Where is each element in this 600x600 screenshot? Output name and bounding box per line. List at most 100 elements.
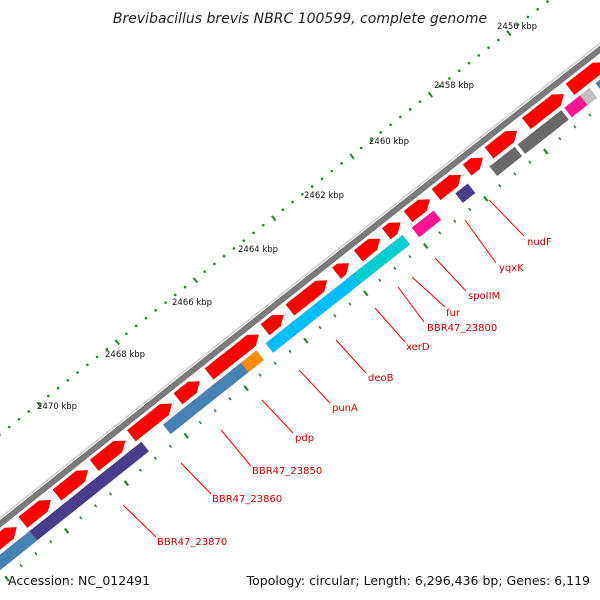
minor-tick-dot <box>261 223 265 227</box>
forward-gene-12 <box>381 222 401 240</box>
minor-tick-dot <box>56 386 60 390</box>
leader-nudF <box>488 199 525 237</box>
minor-tick-dot <box>105 347 109 351</box>
minor-tick-dot <box>477 54 481 57</box>
minor-tick-dot <box>281 208 285 212</box>
inner-tick <box>303 337 309 344</box>
forward-gene-1 <box>0 526 18 551</box>
forward-gene-17 <box>521 93 565 130</box>
minor-tick-dot <box>497 38 500 42</box>
tick-label-2466: 2466 kbp <box>172 298 212 308</box>
forward-gene-11 <box>353 238 381 262</box>
forward-gene-10 <box>331 262 350 280</box>
minor-tick-dot <box>546 0 549 3</box>
minor-tick-dot <box>222 254 226 258</box>
inner-tick <box>228 397 232 401</box>
leader-BBR47_23860 <box>180 462 212 495</box>
major-tick <box>271 215 277 222</box>
reverse-gene-9 <box>411 210 442 238</box>
map-title: Brevibacillus brevis NBRC 100599, comple… <box>113 11 487 27</box>
inner-tick <box>198 420 202 425</box>
major-tick <box>36 401 42 408</box>
reverse-gene-4 <box>162 362 249 435</box>
minor-tick-dot <box>467 61 471 65</box>
forward-gene-3 <box>52 469 89 501</box>
reverse-gene-14 <box>579 87 598 106</box>
leader-BBR47_23850 <box>220 429 252 467</box>
inner-tick-track <box>4 113 592 582</box>
reverse-gene-2 <box>29 441 150 541</box>
tick-label-2470: 2470 kbp <box>37 402 77 412</box>
minor-tick-dot <box>232 247 236 250</box>
inner-tick <box>19 563 23 568</box>
minor-tick-dot <box>76 371 79 374</box>
gene-label-BBR47_23870: BBR47_23870 <box>157 537 227 548</box>
gene-label-yqxK: yqxK <box>499 263 524 274</box>
minor-tick-dot <box>86 363 89 367</box>
minor-tick-dot <box>369 138 373 142</box>
minor-tick-dot <box>301 192 304 196</box>
reverse-gene-8 <box>352 234 411 285</box>
inner-tick <box>153 456 157 460</box>
major-tick <box>506 30 512 37</box>
minor-tick-dot <box>399 115 402 119</box>
inner-tick <box>288 349 292 353</box>
genome-summary-text: Topology: circular; Length: 6,296,436 bp… <box>246 573 590 588</box>
major-tick <box>114 339 120 346</box>
gene-label-nudF: nudF <box>527 237 552 248</box>
minor-tick-dot <box>66 379 70 382</box>
tick-label-2462: 2462 kbp <box>304 191 344 201</box>
minor-tick-dot <box>340 162 343 165</box>
inner-tick <box>63 527 70 534</box>
minor-tick-dot <box>408 108 412 111</box>
gene-label-BBR47_23800: BBR47_23800 <box>427 323 497 334</box>
minor-tick-dot <box>203 270 206 273</box>
inner-tick <box>588 113 592 117</box>
accession-text: Accession: NC_012491 <box>8 573 151 588</box>
minor-tick-dot <box>487 46 490 50</box>
minor-tick-dot <box>164 301 167 304</box>
inner-tick <box>573 125 577 129</box>
minor-tick-dot <box>125 332 128 335</box>
gene-label-BBR47_23860: BBR47_23860 <box>212 494 282 505</box>
inner-tick <box>513 172 517 176</box>
minor-tick-dot <box>291 200 294 204</box>
minor-tick-dot <box>536 7 539 11</box>
inner-tick <box>79 516 83 520</box>
inner-tick <box>123 480 130 487</box>
minor-tick-dot <box>310 185 314 188</box>
gene-labels: nudF yqxK spoIIM fur BBR47_23800 xerD de… <box>157 237 552 548</box>
major-tick <box>427 91 434 98</box>
major-tick <box>192 277 199 284</box>
inner-tick <box>483 195 489 202</box>
leader-spoIIM <box>434 257 467 292</box>
minor-tick-dot <box>379 131 383 134</box>
inner-tick <box>363 290 369 297</box>
leader-pdp <box>261 399 294 434</box>
minor-tick-dot <box>46 394 50 398</box>
inner-tick <box>49 539 53 544</box>
gene-label-spoIIM: spoIIM <box>468 291 500 302</box>
minor-tick-dot <box>457 69 461 73</box>
forward-gene-18 <box>565 62 600 96</box>
tick-label-2460: 2460 kbp <box>369 137 409 147</box>
leader-fur <box>411 276 446 308</box>
inner-tick <box>243 385 249 392</box>
forward-gene-13 <box>403 199 431 223</box>
inner-tick <box>273 361 277 365</box>
reverse-gene-12 <box>517 109 570 155</box>
inner-tick <box>408 254 412 259</box>
inner-tick <box>213 408 217 413</box>
gene-label-fur: fur <box>446 308 461 319</box>
minor-tick-dot <box>0 433 1 437</box>
inner-tick <box>138 468 143 472</box>
minor-tick-dot <box>95 355 99 359</box>
inner-tick <box>438 231 442 235</box>
inner-tick <box>498 184 502 188</box>
minor-tick-dot <box>183 285 187 289</box>
major-tick <box>349 153 355 160</box>
minor-tick-dot <box>173 293 177 297</box>
minor-tick-dot <box>213 262 216 266</box>
reverse-gene-5 <box>240 350 265 373</box>
inner-tick <box>348 302 352 306</box>
